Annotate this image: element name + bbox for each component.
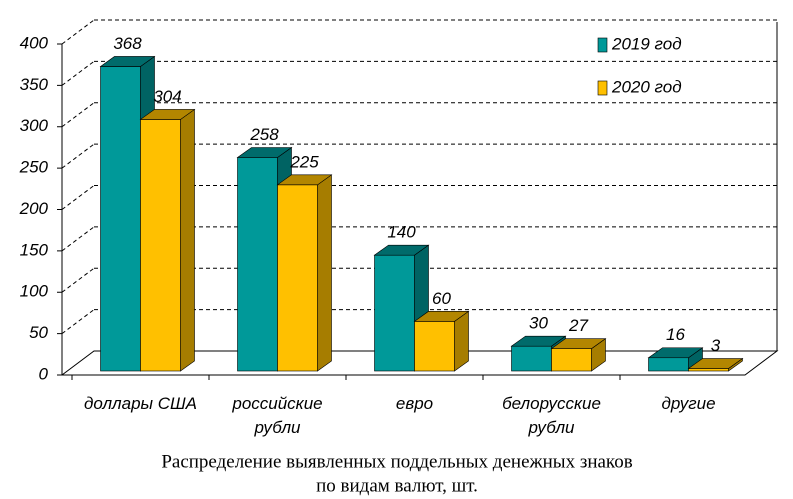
grid-line: [61, 19, 95, 45]
value-label: 140: [387, 223, 416, 242]
bar-side: [454, 310, 469, 372]
grid-line: [61, 309, 95, 335]
caption: по видам валют, шт.: [316, 475, 478, 496]
bar-front: [511, 345, 552, 372]
legend-label: 2020 год: [611, 77, 682, 96]
y-tick-label: 150: [20, 240, 49, 259]
x-tick-line: рубли: [254, 418, 302, 437]
bar-top: [236, 147, 293, 158]
bar-side: [317, 174, 332, 372]
grid-line: [61, 102, 95, 128]
bar-front: [374, 254, 415, 372]
bar-side: [180, 108, 195, 372]
bar-top: [413, 311, 470, 322]
value-label: 258: [249, 125, 279, 144]
x-tick-label: другие: [661, 394, 715, 413]
bar: [550, 338, 607, 372]
value-label: 16: [666, 325, 685, 344]
y-tick-label: 200: [19, 199, 49, 218]
bar-front: [277, 184, 318, 372]
y-tick-label: 0: [39, 364, 49, 383]
bar-front: [237, 157, 278, 372]
x-tick-line: белорусские: [502, 394, 601, 413]
bar: [687, 357, 744, 372]
x-tick-line: другие: [661, 394, 715, 413]
bar-top: [647, 347, 704, 359]
y-tick-label: 50: [29, 323, 48, 342]
grid-line: [61, 267, 95, 293]
bar-top: [139, 109, 196, 120]
legend-label: 2019 год: [611, 34, 682, 53]
value-label: 368: [113, 34, 142, 53]
x-tick-line: российские: [231, 394, 322, 413]
x-tick-line: доллары США: [84, 394, 197, 413]
bar-top: [276, 174, 333, 186]
grid-line: [61, 143, 95, 169]
x-tick-line: рубли: [528, 418, 576, 437]
y-tick-label: 350: [20, 75, 49, 94]
bar-front: [414, 321, 455, 372]
caption: Распределение выявленных поддельных дене…: [161, 451, 632, 472]
bar-top: [373, 244, 430, 256]
grid-line: [61, 60, 95, 86]
bar-front: [551, 348, 592, 372]
value-label: 225: [289, 152, 319, 171]
bar-top: [510, 335, 567, 347]
x-tick-label: доллары США: [84, 394, 197, 413]
bar-top: [687, 358, 744, 369]
value-label: 30: [529, 314, 548, 333]
bar-front: [140, 119, 181, 372]
grid-line: [61, 185, 95, 210]
bar-front: [688, 368, 729, 372]
x-tick-label: российские рубли: [231, 394, 322, 437]
value-label: 304: [153, 87, 181, 106]
bar-front: [100, 66, 141, 372]
bar: [276, 174, 333, 372]
grid-line: [61, 226, 95, 252]
legend-swatch: [597, 37, 608, 53]
x-tick-line: евро: [396, 394, 433, 413]
bar-top: [550, 338, 607, 349]
bar: [413, 310, 470, 372]
bar: [647, 347, 704, 372]
y-tick-label: 250: [19, 158, 49, 177]
y-tick-label: 300: [20, 116, 49, 135]
x-tick-label: евро: [396, 394, 433, 413]
legend-swatch: [597, 80, 608, 96]
bar: [139, 108, 196, 372]
value-label: 60: [432, 289, 451, 308]
value-label: 27: [568, 316, 588, 335]
bar-top: [99, 56, 156, 67]
x-tick-label: белорусские рубли: [502, 394, 601, 437]
value-label: 3: [711, 336, 721, 355]
y-tick-label: 400: [20, 33, 49, 52]
y-tick-label: 100: [20, 282, 49, 301]
bar-front: [648, 357, 689, 372]
